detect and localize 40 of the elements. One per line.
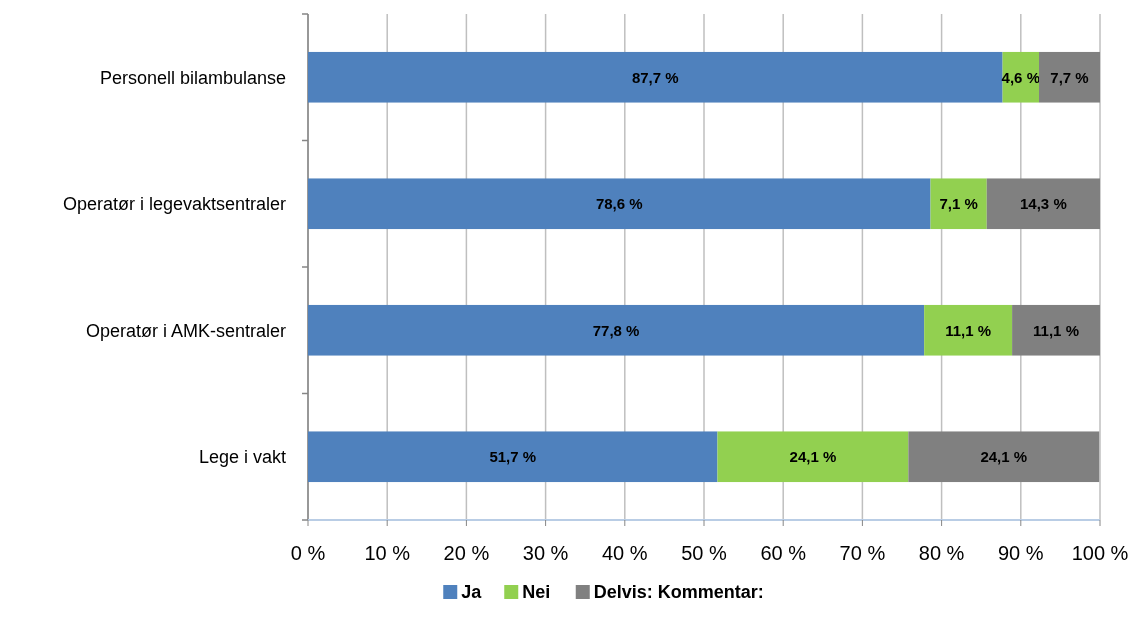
data-label: 11,1 % xyxy=(1033,321,1079,339)
bar xyxy=(308,304,925,356)
bar xyxy=(308,431,718,483)
data-label: 78,6 % xyxy=(595,195,643,212)
bar xyxy=(717,431,909,483)
x-tick-label: 50 % xyxy=(681,542,728,564)
x-tick-label: 10 % xyxy=(364,542,411,564)
legend-label: Ja xyxy=(461,582,483,602)
x-tick-label: 70 % xyxy=(839,542,886,564)
bar xyxy=(308,178,931,230)
y-tick-label: Lege i vakt xyxy=(198,447,286,468)
bar xyxy=(930,178,987,230)
bar xyxy=(908,431,1100,483)
data-label: 14,3 % xyxy=(1020,195,1067,212)
bar xyxy=(1039,51,1100,103)
bar xyxy=(1012,304,1100,356)
x-tick-label: 60 % xyxy=(760,542,807,564)
x-tick-label: 30 % xyxy=(522,542,569,564)
data-label: 7,7 % xyxy=(1050,68,1089,86)
bar xyxy=(308,51,1003,103)
x-tick-label: 20 % xyxy=(443,542,490,564)
x-tick-label: 0 % xyxy=(290,542,326,564)
legend-label: Delvis: Kommentar: xyxy=(593,582,764,602)
x-tick-label: 90 % xyxy=(998,542,1044,564)
legend-label: Nei xyxy=(522,582,551,602)
y-tick-label: Operatør i legevaktsentraler xyxy=(62,194,286,215)
data-label: 77,8 % xyxy=(592,321,640,339)
x-tick-label: 100 % xyxy=(1071,542,1129,564)
x-tick-label: 40 % xyxy=(602,542,648,564)
data-label: 24,1 % xyxy=(789,448,837,465)
data-label: 51,7 % xyxy=(489,448,537,465)
data-label: 24,1 % xyxy=(980,448,1028,465)
bar xyxy=(924,304,1013,356)
bar xyxy=(986,178,1100,230)
y-tick-label: Personell bilambulanse xyxy=(99,67,286,88)
data-label: 7,1 % xyxy=(939,195,978,212)
data-label: 11,1 % xyxy=(945,321,992,339)
x-tick-label: 80 % xyxy=(918,542,965,564)
data-label: 87,7 % xyxy=(631,68,679,86)
y-tick-label: Operatør i AMK-sentraler xyxy=(85,320,286,341)
